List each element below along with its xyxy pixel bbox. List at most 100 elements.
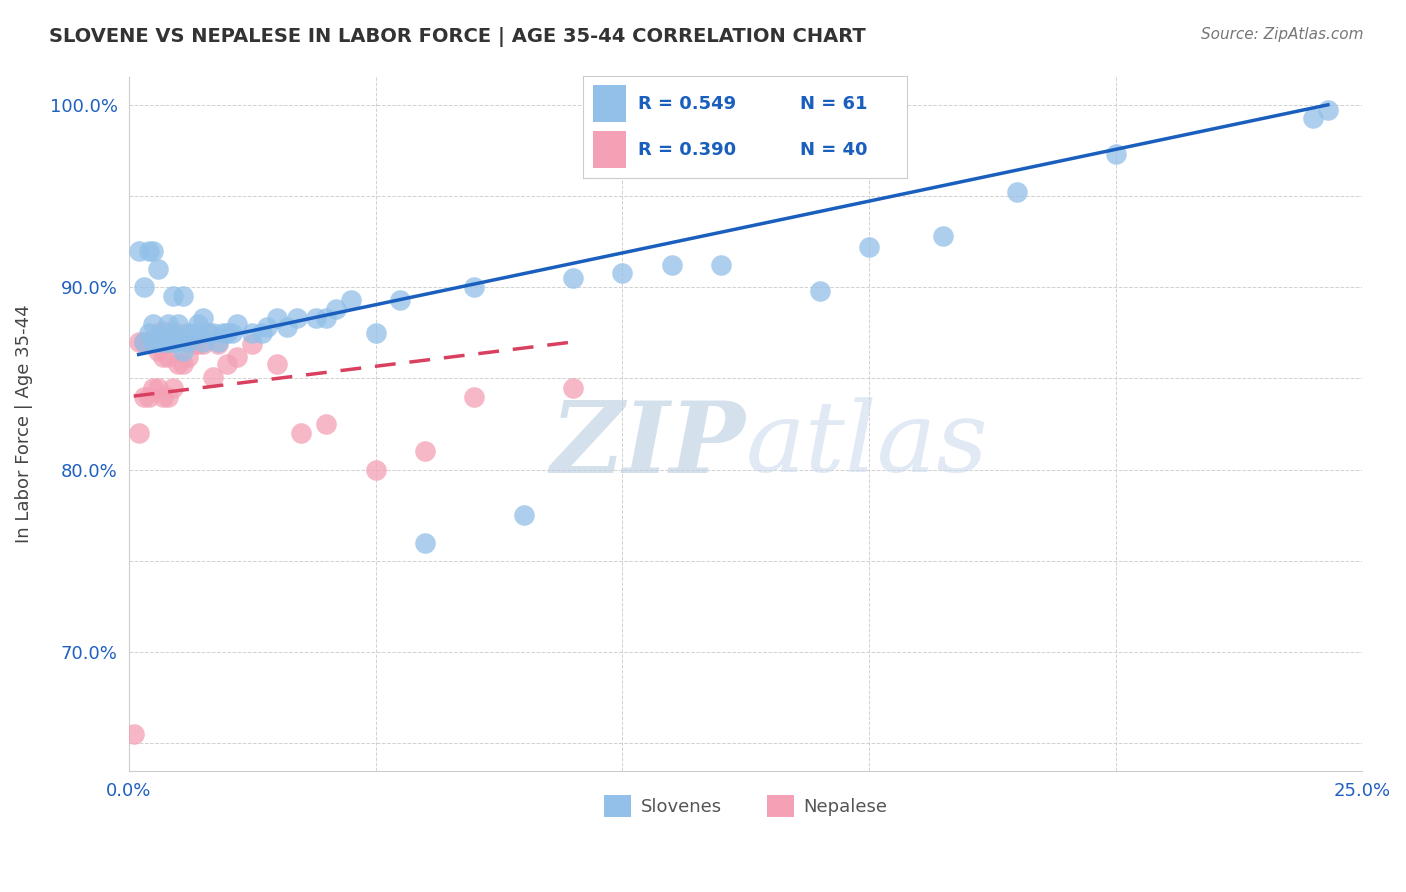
Point [512,508,534,523]
Text: R = 0.549: R = 0.549 [638,95,737,112]
Point [211,326,233,340]
Point [167,326,190,340]
Text: N = 61: N = 61 [800,95,868,112]
Point [858,240,880,254]
Point [364,326,387,340]
Point [142,381,165,395]
Point [240,336,263,351]
Point [132,390,155,404]
Point [1302,111,1324,125]
Point [162,289,184,303]
Point [132,334,155,349]
Point [266,311,288,326]
Point [413,535,436,549]
Point [1105,147,1128,161]
Point [197,326,219,340]
Point [162,326,184,340]
Point [197,326,219,340]
Point [138,334,160,349]
Point [148,344,170,359]
Point [285,311,308,326]
Point [463,280,485,294]
Point [132,334,155,349]
Point [138,390,160,404]
Point [221,326,243,340]
Point [201,369,224,384]
Point [122,727,145,741]
Point [661,258,683,272]
Point [266,357,288,371]
Point [157,317,180,331]
Point [187,326,209,340]
Point [152,324,174,338]
Point [152,334,174,349]
Point [128,244,150,258]
Point [181,336,204,351]
Point [148,334,170,349]
Y-axis label: In Labor Force | Age 35-44: In Labor Force | Age 35-44 [15,305,32,543]
Text: R = 0.390: R = 0.390 [638,141,737,159]
Point [217,326,239,340]
Point [191,311,214,326]
Point [315,417,337,431]
Bar [593,85,626,122]
Point [162,381,184,395]
Point [226,317,249,331]
Point [132,334,155,349]
Point [138,334,160,349]
Text: ZIP: ZIP [551,397,745,493]
Point [172,289,194,303]
Point [207,334,229,349]
Point [1005,186,1028,200]
Point [142,334,165,349]
Point [142,334,165,349]
Point [152,350,174,364]
Point [217,357,239,371]
Point [315,311,337,326]
Point [364,463,387,477]
Bar [593,131,626,168]
Point [132,280,155,294]
Point [142,244,165,258]
Point [226,350,249,364]
Point [167,334,190,349]
Point [172,344,194,359]
Point [305,311,328,326]
Point [148,381,170,395]
Point [413,444,436,458]
Point [152,326,174,340]
Point [240,326,263,340]
Point [290,426,312,441]
Point [187,317,209,331]
Point [561,381,583,395]
Point [152,390,174,404]
Point [808,284,831,298]
Point [201,326,224,340]
Point [207,336,229,351]
Point [128,334,150,349]
Point [148,326,170,340]
Point [561,271,583,285]
Point [612,266,634,280]
Point [710,258,733,272]
Point [187,336,209,351]
Point [177,326,200,340]
Legend: Slovenes, Nepalese: Slovenes, Nepalese [598,788,894,824]
Point [162,334,184,349]
Point [177,350,200,364]
Point [276,320,298,334]
Point [340,293,363,307]
Point [128,426,150,441]
Text: SLOVENE VS NEPALESE IN LABOR FORCE | AGE 35-44 CORRELATION CHART: SLOVENE VS NEPALESE IN LABOR FORCE | AGE… [49,27,866,46]
Point [191,336,214,351]
Point [177,334,200,349]
Point [389,293,412,307]
Point [191,334,214,349]
Point [167,317,190,331]
Point [181,326,204,340]
Text: Source: ZipAtlas.com: Source: ZipAtlas.com [1201,27,1364,42]
Point [138,244,160,258]
Point [138,326,160,340]
Point [256,320,278,334]
Point [932,229,955,244]
